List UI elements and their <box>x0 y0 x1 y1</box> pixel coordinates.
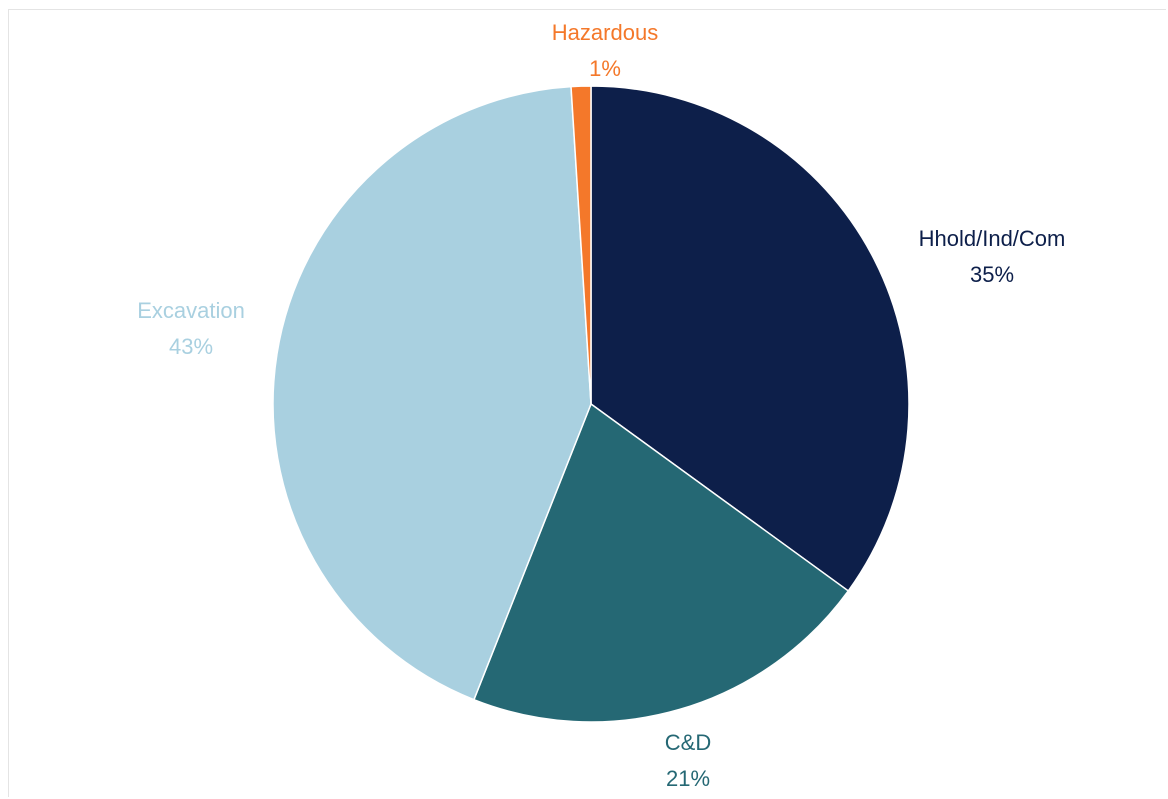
pie-slice-hhold-ind-com <box>590 85 910 592</box>
pie-slice-c-d <box>472 402 850 723</box>
chart-frame <box>8 9 1166 797</box>
slice-value-hazardous: 1% <box>589 56 621 81</box>
slice-value-c-d: 21% <box>666 766 710 791</box>
pie-slice-hazardous <box>570 85 592 405</box>
pie-slice-excavation <box>272 85 592 701</box>
slice-value-hhold-ind-com: 35% <box>970 262 1014 287</box>
slice-value-excavation: 43% <box>169 334 213 359</box>
slice-label-excavation: Excavation <box>137 298 245 323</box>
pie-slices <box>272 85 910 723</box>
slice-label-hhold-ind-com: Hhold/Ind/Com <box>919 226 1066 251</box>
slice-label-c-d: C&D <box>665 730 711 755</box>
slice-label-hazardous: Hazardous <box>552 20 658 45</box>
pie-labels: Hhold/Ind/Com 35% C&D 21% Excavation 43% Hazar… <box>137 20 1065 791</box>
